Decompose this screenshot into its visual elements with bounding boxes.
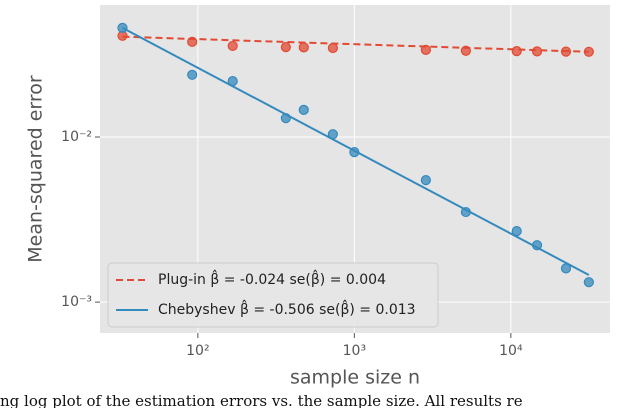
legend-box <box>107 262 439 328</box>
data-point <box>280 42 291 53</box>
data-point <box>298 42 309 53</box>
data-point <box>460 45 471 56</box>
data-point <box>280 113 291 124</box>
data-point <box>420 44 431 55</box>
y-axis-label: Mean-squared error <box>25 75 47 263</box>
data-point <box>117 22 128 33</box>
data-point <box>583 46 594 57</box>
data-point <box>531 46 543 57</box>
legend-label: Chebyshev β̂ = -0.506 se(β̂) = 0.013 <box>158 299 416 318</box>
data-point <box>349 146 360 158</box>
y-tick-label: 10⁻² <box>61 129 92 145</box>
legend: Plug-in β̂ = -0.024 se(β̂) = 0.004 Chebys… <box>107 262 439 328</box>
y-tick-label: 10⁻³ <box>61 294 92 310</box>
x-tick-label: 10³ <box>343 343 366 359</box>
data-point <box>327 42 338 54</box>
data-point <box>327 129 338 140</box>
x-axis-label: sample size n <box>290 367 420 389</box>
data-point <box>560 263 572 274</box>
data-point <box>560 46 572 57</box>
data-point <box>460 206 471 218</box>
data-point <box>227 76 238 87</box>
data-point <box>511 226 522 237</box>
data-point <box>298 104 309 115</box>
marks <box>117 22 594 288</box>
data-point <box>583 277 594 288</box>
data-point <box>531 240 543 251</box>
data-point <box>187 69 198 80</box>
data-point <box>420 175 431 186</box>
x-tick-label: 10² <box>186 343 209 359</box>
data-point <box>187 36 198 47</box>
data-point <box>227 40 238 52</box>
data-point <box>511 46 522 57</box>
caption: ng log plot of the estimation errors vs.… <box>0 392 523 408</box>
x-tick-label: 10⁴ <box>499 343 523 359</box>
legend-label: Plug-in β̂ = -0.024 se(β̂) = 0.004 <box>158 269 386 288</box>
fit-line <box>122 35 589 53</box>
